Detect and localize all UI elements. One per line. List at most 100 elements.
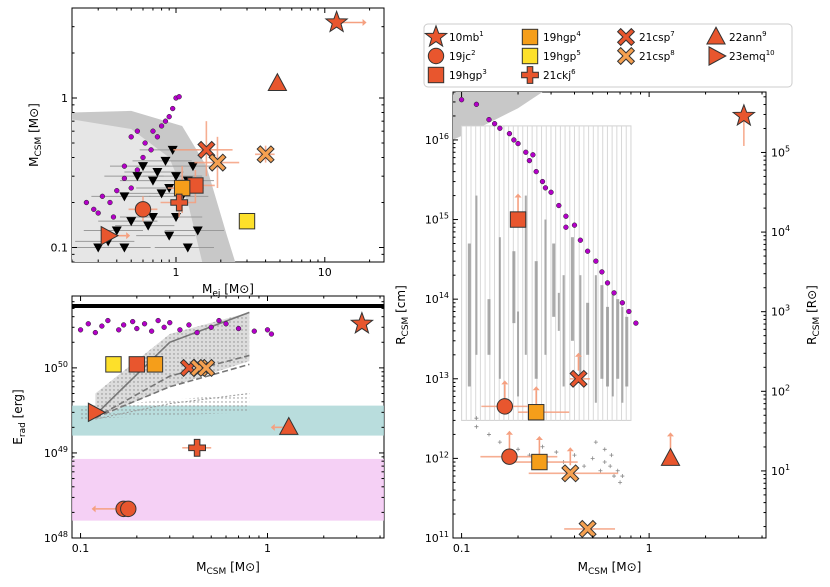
magenta-dot-26 <box>530 152 536 158</box>
grey-plus-2 <box>497 440 502 445</box>
magenta-dot-6 <box>511 137 517 143</box>
grey-plus-12 <box>602 460 607 465</box>
model-range-bar-2 <box>487 299 491 355</box>
magenta-dot-22 <box>268 331 275 337</box>
legend-marker-21csp8 <box>616 46 636 66</box>
top-left-ytick-label-1: 1 <box>61 92 68 105</box>
regions-top-left <box>72 9 367 262</box>
magenta-dot-16 <box>577 237 584 243</box>
grey-plus-21 <box>474 416 479 421</box>
magenta-dot-7 <box>134 167 141 173</box>
legend-marker-10mb <box>423 24 449 48</box>
model-range-bar-15 <box>606 306 610 387</box>
magenta-dot-9 <box>142 140 148 146</box>
upper-limit-marker-15 <box>111 226 122 236</box>
grey-plus-15 <box>615 468 620 473</box>
magenta-dot-3 <box>107 199 113 206</box>
marker-19jc_a <box>496 398 513 415</box>
marker-21csp_a <box>569 369 588 388</box>
magenta-dot-0 <box>458 97 465 103</box>
arrow-19jc-head <box>91 505 96 513</box>
upper-limit-marker-17 <box>164 231 175 241</box>
arrow-up-0 <box>501 380 509 399</box>
legend: 10mb1 19jc2 19hgp3 19hgp4 19hgp5 21ckj6 21csp7… <box>423 23 793 88</box>
bottom-left-xtick-label-1: 1 <box>264 542 271 555</box>
magenta-dot-14 <box>563 213 569 219</box>
magenta-dot-4 <box>114 188 120 194</box>
magenta-dot-19 <box>235 325 242 332</box>
legend-label-10mb: 10mb1 <box>449 30 484 44</box>
magenta-dot-5 <box>116 327 122 333</box>
model-range-bar-11 <box>579 275 582 379</box>
marker-10mb <box>731 103 756 127</box>
upper-limit-marker-8 <box>167 145 178 155</box>
magenta-dot-21 <box>611 290 617 296</box>
magenta-dot-10 <box>148 328 155 334</box>
legend-marker-19jc <box>427 47 445 65</box>
right-ytick-label-0: 1011 <box>425 530 449 545</box>
xlabel-bottom-left: MCSM [M⊙] <box>196 560 260 577</box>
marker-19hgp_c <box>531 453 548 471</box>
upper-limit-marker-4 <box>152 167 163 177</box>
right-ytick-label-1: 1012 <box>425 450 449 465</box>
upper-limit-marker-22 <box>147 212 158 222</box>
magenta-dot-23 <box>128 134 134 140</box>
bottom-left-ytick-label-0: 1048 <box>44 530 68 545</box>
legend-marker-21ckj <box>521 66 539 84</box>
grey-plus-16 <box>618 480 623 485</box>
arrow-up-1 <box>514 193 522 212</box>
legend-label-21csp7: 21csp7 <box>639 30 675 44</box>
magenta-dot-20 <box>251 328 257 334</box>
magenta-dot-17 <box>176 94 182 100</box>
magenta-dot-4 <box>497 125 503 131</box>
panel-bottom-left: 0.1 1 1048 1049 1050 MCSM [M⊙] Erad [erg] <box>11 295 385 577</box>
arrow-up-2-head <box>532 386 540 391</box>
magenta-dot-2 <box>92 329 99 336</box>
right-xtick-label-1: 1 <box>646 542 653 555</box>
magenta-dot-3 <box>491 121 498 127</box>
xlabel-right: MCSM [M⊙] <box>578 560 642 577</box>
magenta-dot-19 <box>599 269 605 275</box>
grey-plus-20 <box>593 440 598 445</box>
right-ytick-label-2: 1013 <box>425 371 449 386</box>
model-range-bar-5 <box>524 195 527 355</box>
model-range-bar-13 <box>594 275 597 403</box>
magenta-dot-13 <box>167 320 173 326</box>
magenta-dot-12 <box>158 123 165 129</box>
arrow-23emq-head <box>126 232 131 240</box>
arrow-19jc <box>91 505 118 513</box>
marker-23emq <box>87 402 107 423</box>
grey-plus-5 <box>540 444 545 449</box>
bottom-left-xtick-label-0: 0.1 <box>72 542 90 555</box>
legend-label-22ann: 22ann9 <box>729 30 767 44</box>
legend-label-21ckj: 21ckj6 <box>543 68 576 82</box>
grey-plus-1 <box>486 432 491 437</box>
legend-marker-22ann <box>706 26 726 45</box>
model-range-bar-17 <box>616 299 620 379</box>
marker-19hgp_a <box>509 211 527 228</box>
magenta-dot-17 <box>208 324 214 330</box>
magenta-dot-12 <box>548 189 554 195</box>
bottom-left-ytick-label-1: 1049 <box>44 445 68 460</box>
grey-plus-17 <box>620 474 625 479</box>
ylabel-right-rsun: RCSM [R⊙] <box>805 285 822 345</box>
legend-frame <box>423 23 793 88</box>
upper-limit-marker-12 <box>187 162 198 172</box>
arrow-10mb <box>342 18 367 26</box>
right-xtick-label-0: 0.1 <box>453 542 471 555</box>
magenta-dot-11 <box>154 134 161 140</box>
upper-limit-marker-20 <box>93 243 104 253</box>
upper-limit-marker-5 <box>156 189 167 199</box>
ylabel-top-left: MCSM [M⊙] <box>27 103 44 167</box>
grey-plus-11 <box>598 468 603 473</box>
magenta-dot-17 <box>584 248 591 254</box>
arrow-up-4 <box>535 436 543 455</box>
grey-plus-19 <box>602 447 607 452</box>
wedge-upper-dots <box>95 312 250 420</box>
magenta-dot-1 <box>473 101 480 107</box>
magenta-dot-2 <box>486 116 492 123</box>
marker-23emq <box>100 225 120 246</box>
magenta-dot-24 <box>633 320 639 326</box>
marker-19hgp_b <box>173 179 191 197</box>
